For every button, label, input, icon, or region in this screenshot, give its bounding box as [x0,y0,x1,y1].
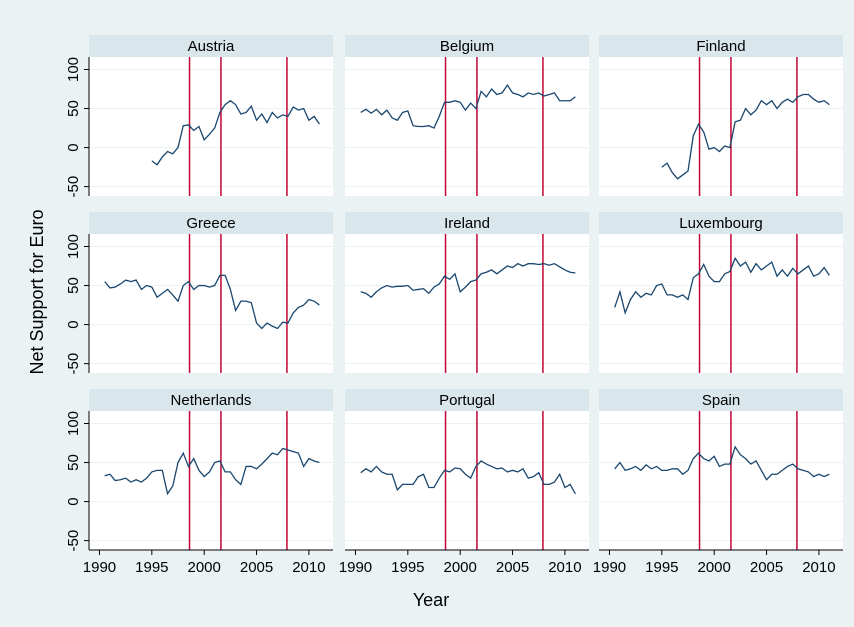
series-line [360,83,576,129]
x-tick-label: 1995 [645,559,678,576]
y-tick-label: 50 [65,277,82,294]
y-tick-label: 100 [65,57,82,82]
panel-strip [89,389,333,411]
x-tick-label: 1990 [593,559,626,576]
panel-title: Netherlands [171,392,252,409]
plot-area [345,234,589,373]
y-tick-label: -50 [65,530,82,552]
plot-area [599,57,843,196]
series-line [614,445,830,481]
y-tick-label: -50 [65,353,82,375]
panel-strip [89,35,333,57]
series-line [360,460,576,495]
x-tick-label: 2000 [188,559,221,576]
panel-strip [599,389,843,411]
x-tick-label: 2005 [240,559,273,576]
x-tick-label: 2010 [548,559,581,576]
x-tick-label: 1990 [83,559,116,576]
x-tick-label: 2010 [802,559,835,576]
y-tick-label: 50 [65,100,82,117]
series-line [104,274,320,330]
y-tick-label: 0 [65,497,82,505]
y-tick-label: 50 [65,454,82,471]
x-tick-label: 2010 [292,559,325,576]
y-tick-label: 100 [65,234,82,259]
plot-area [89,411,333,550]
plot-area [345,411,589,550]
panel-title: Ireland [444,215,490,232]
panel-strip [89,212,333,234]
panel-title: Finland [696,38,745,55]
series-line [661,93,830,180]
panel-title: Spain [702,392,740,409]
panel-strip [599,212,843,234]
y-tick-label: -50 [65,176,82,198]
x-tick-label: 2000 [444,559,477,576]
panel-title: Austria [188,38,235,55]
y-axis-title: Net Support for Euro [27,209,47,374]
plot-area [89,234,333,373]
series-line [360,262,576,299]
x-tick-label: 1990 [339,559,372,576]
panel-title: Luxembourg [679,215,762,232]
x-tick-label: 2005 [750,559,783,576]
panel-title: Portugal [439,392,495,409]
x-tick-label: 1995 [391,559,424,576]
series-line [104,447,320,496]
x-tick-label: 2000 [698,559,731,576]
plot-area [89,57,333,196]
y-tick-label: 100 [65,411,82,436]
panel-strip [345,212,589,234]
panel-title: Greece [186,215,235,232]
series-line [151,99,320,166]
panel-strip [599,35,843,57]
y-tick-label: 0 [65,320,82,328]
series-line [614,256,830,315]
x-axis-title: Year [413,590,449,610]
x-tick-label: 1995 [135,559,168,576]
panel-title: Belgium [440,38,494,55]
panel-strip [345,389,589,411]
plot-area [599,234,843,373]
plot-area [345,57,589,196]
y-tick-label: 0 [65,143,82,151]
panel-strip [345,35,589,57]
plot-area [599,411,843,550]
x-tick-label: 2005 [496,559,529,576]
